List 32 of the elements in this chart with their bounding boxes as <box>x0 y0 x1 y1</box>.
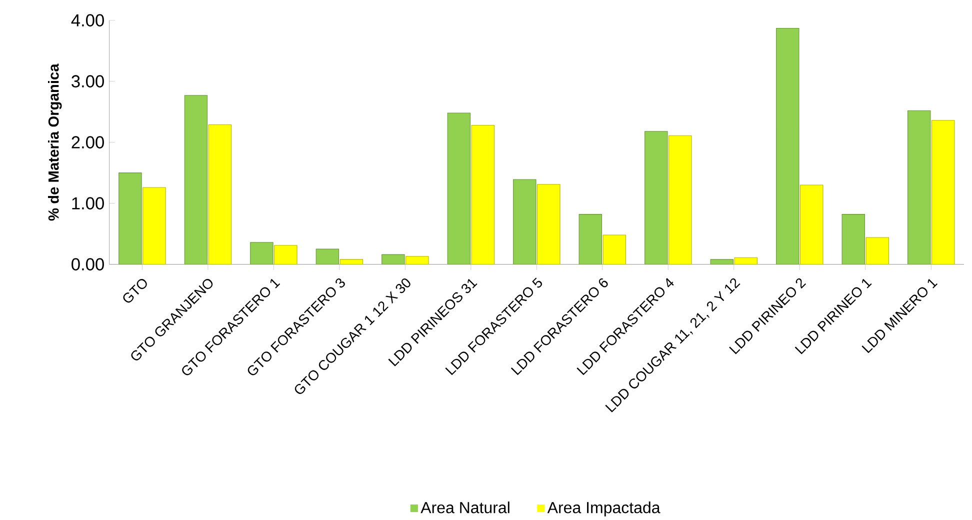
bar <box>842 214 865 264</box>
bar <box>908 110 931 264</box>
bar <box>776 28 800 264</box>
bar <box>340 258 364 264</box>
bar <box>447 112 471 264</box>
bar <box>118 172 142 264</box>
bar <box>734 257 758 264</box>
bar <box>208 124 232 264</box>
bar <box>250 242 274 264</box>
y-tick-label: 3.00 <box>72 74 104 88</box>
bar <box>406 256 429 264</box>
y-tick-label: 0.00 <box>72 258 104 270</box>
bar <box>668 135 692 264</box>
legend-label: Area Impactada <box>547 501 660 516</box>
y-tick-label: 4.00 <box>71 14 104 26</box>
bar <box>142 186 166 264</box>
bar <box>644 130 668 264</box>
bar <box>274 244 298 264</box>
bar <box>513 179 536 264</box>
bar <box>602 234 626 264</box>
bar <box>932 120 955 264</box>
bar <box>800 184 824 264</box>
bar <box>578 214 602 264</box>
bar <box>537 184 560 264</box>
bar <box>866 236 889 264</box>
bar <box>471 124 495 264</box>
y-tick-label: 2.00 <box>72 136 104 148</box>
y-tick-label: 1.00 <box>72 196 104 210</box>
bar <box>184 94 208 264</box>
bar <box>316 248 340 264</box>
legend-label: Area Natural <box>420 501 510 514</box>
y-axis-title: % de Materia Organica <box>48 63 62 220</box>
